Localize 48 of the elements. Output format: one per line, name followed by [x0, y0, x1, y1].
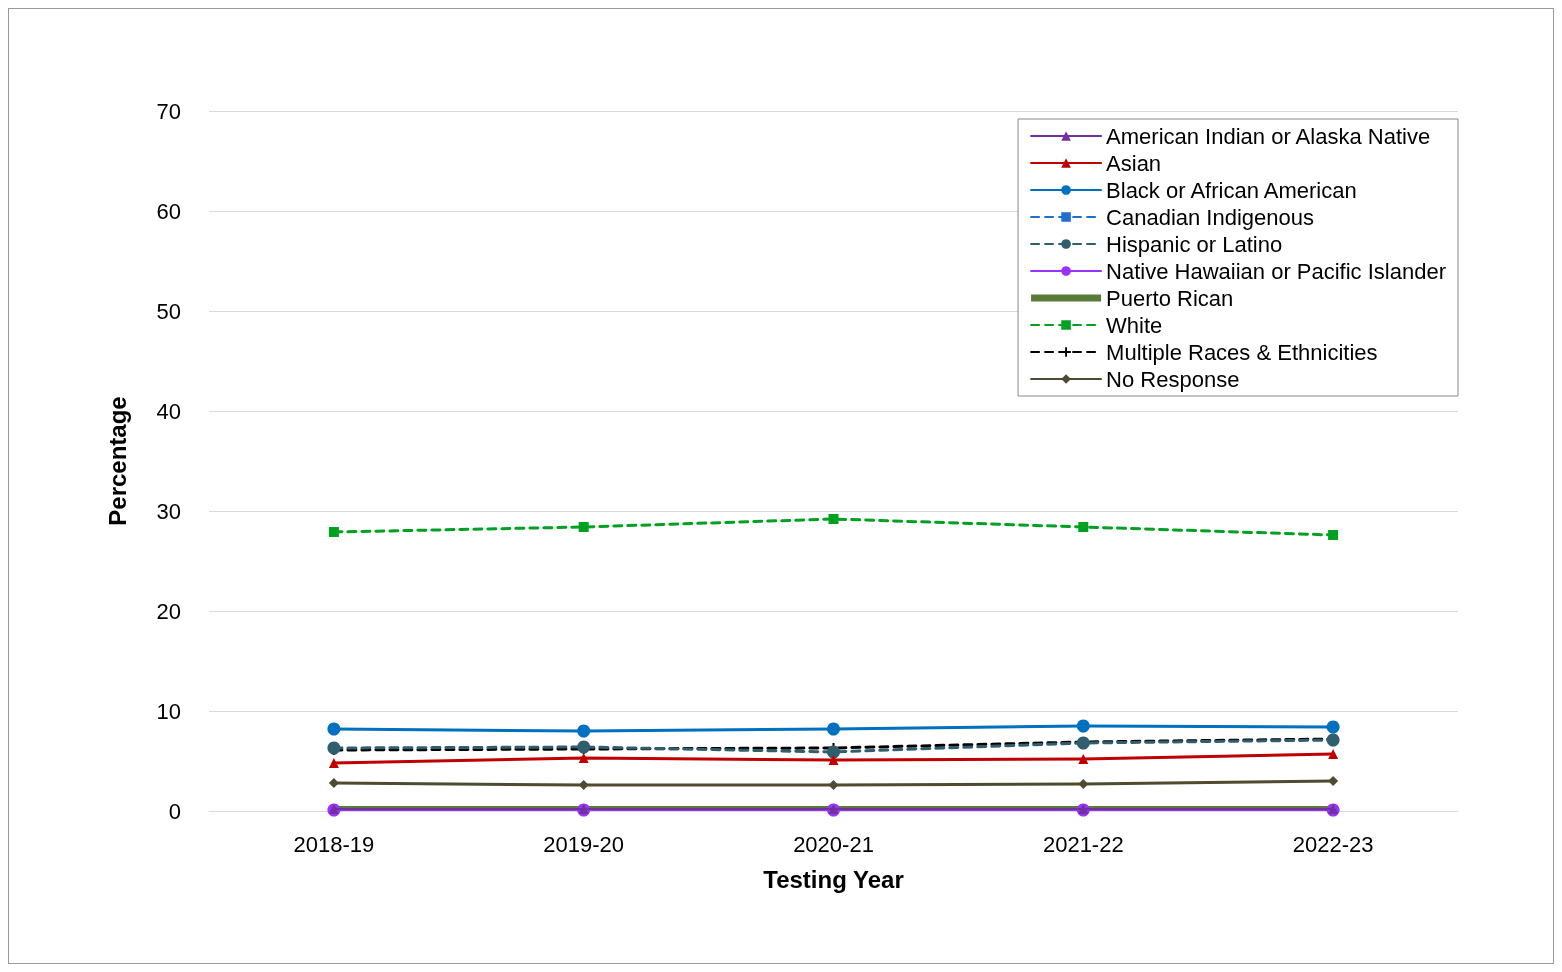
legend-label: White: [1106, 312, 1163, 338]
point: [327, 722, 341, 736]
y-tick-label: 60: [156, 198, 181, 224]
y-tick-label: 40: [156, 398, 181, 424]
point: [327, 741, 341, 755]
x-tick-label: 2021-22: [1042, 831, 1124, 857]
point: [1328, 776, 1339, 786]
legend-label: Multiple Races & Ethnicities: [1106, 339, 1378, 365]
y-tick-label: 0: [168, 798, 181, 824]
point: [577, 740, 591, 754]
point: [578, 753, 589, 763]
legend-label: Puerto Rican: [1106, 285, 1234, 311]
x-tick-label: 2019-20: [543, 831, 625, 857]
point: [827, 722, 840, 736]
y-tick-label: 30: [156, 498, 181, 524]
legend-label: Asian: [1106, 150, 1162, 176]
point: [577, 724, 591, 738]
point: [1078, 754, 1089, 764]
point: [328, 778, 339, 788]
y-tick-label: 20: [156, 598, 181, 624]
point: [578, 780, 589, 790]
y-tick-label: 70: [156, 98, 181, 124]
x-tick-label: 2022-23: [1292, 831, 1374, 857]
point: [828, 755, 839, 765]
point: [1078, 779, 1089, 789]
x-axis-title: Testing Year: [763, 865, 904, 893]
point: [328, 758, 339, 768]
y-tick-label: 10: [156, 698, 181, 724]
legend-label: Hispanic or Latino: [1106, 231, 1283, 257]
point: [328, 527, 339, 537]
x-tick-label: 2018-19: [293, 831, 375, 857]
legend-label: No Response: [1106, 366, 1240, 392]
point: [828, 514, 839, 524]
point: [827, 745, 840, 759]
point: [828, 780, 839, 790]
point: [1328, 749, 1339, 759]
point: [1076, 719, 1090, 733]
y-tick-label: 50: [156, 298, 181, 324]
legend-label: American Indian or Alaska Native: [1106, 123, 1431, 149]
legend-label: Canadian Indigenous: [1106, 204, 1315, 230]
legend-label: Black or African American: [1106, 177, 1357, 203]
legend-label: Native Hawaiian or Pacific Islander: [1106, 258, 1447, 284]
point: [578, 522, 589, 532]
point: [1328, 530, 1339, 540]
y-axis-title: Percentage: [103, 396, 131, 526]
point: [1326, 720, 1340, 734]
x-tick-label: 2020-21: [793, 831, 874, 857]
point: [1078, 522, 1089, 532]
